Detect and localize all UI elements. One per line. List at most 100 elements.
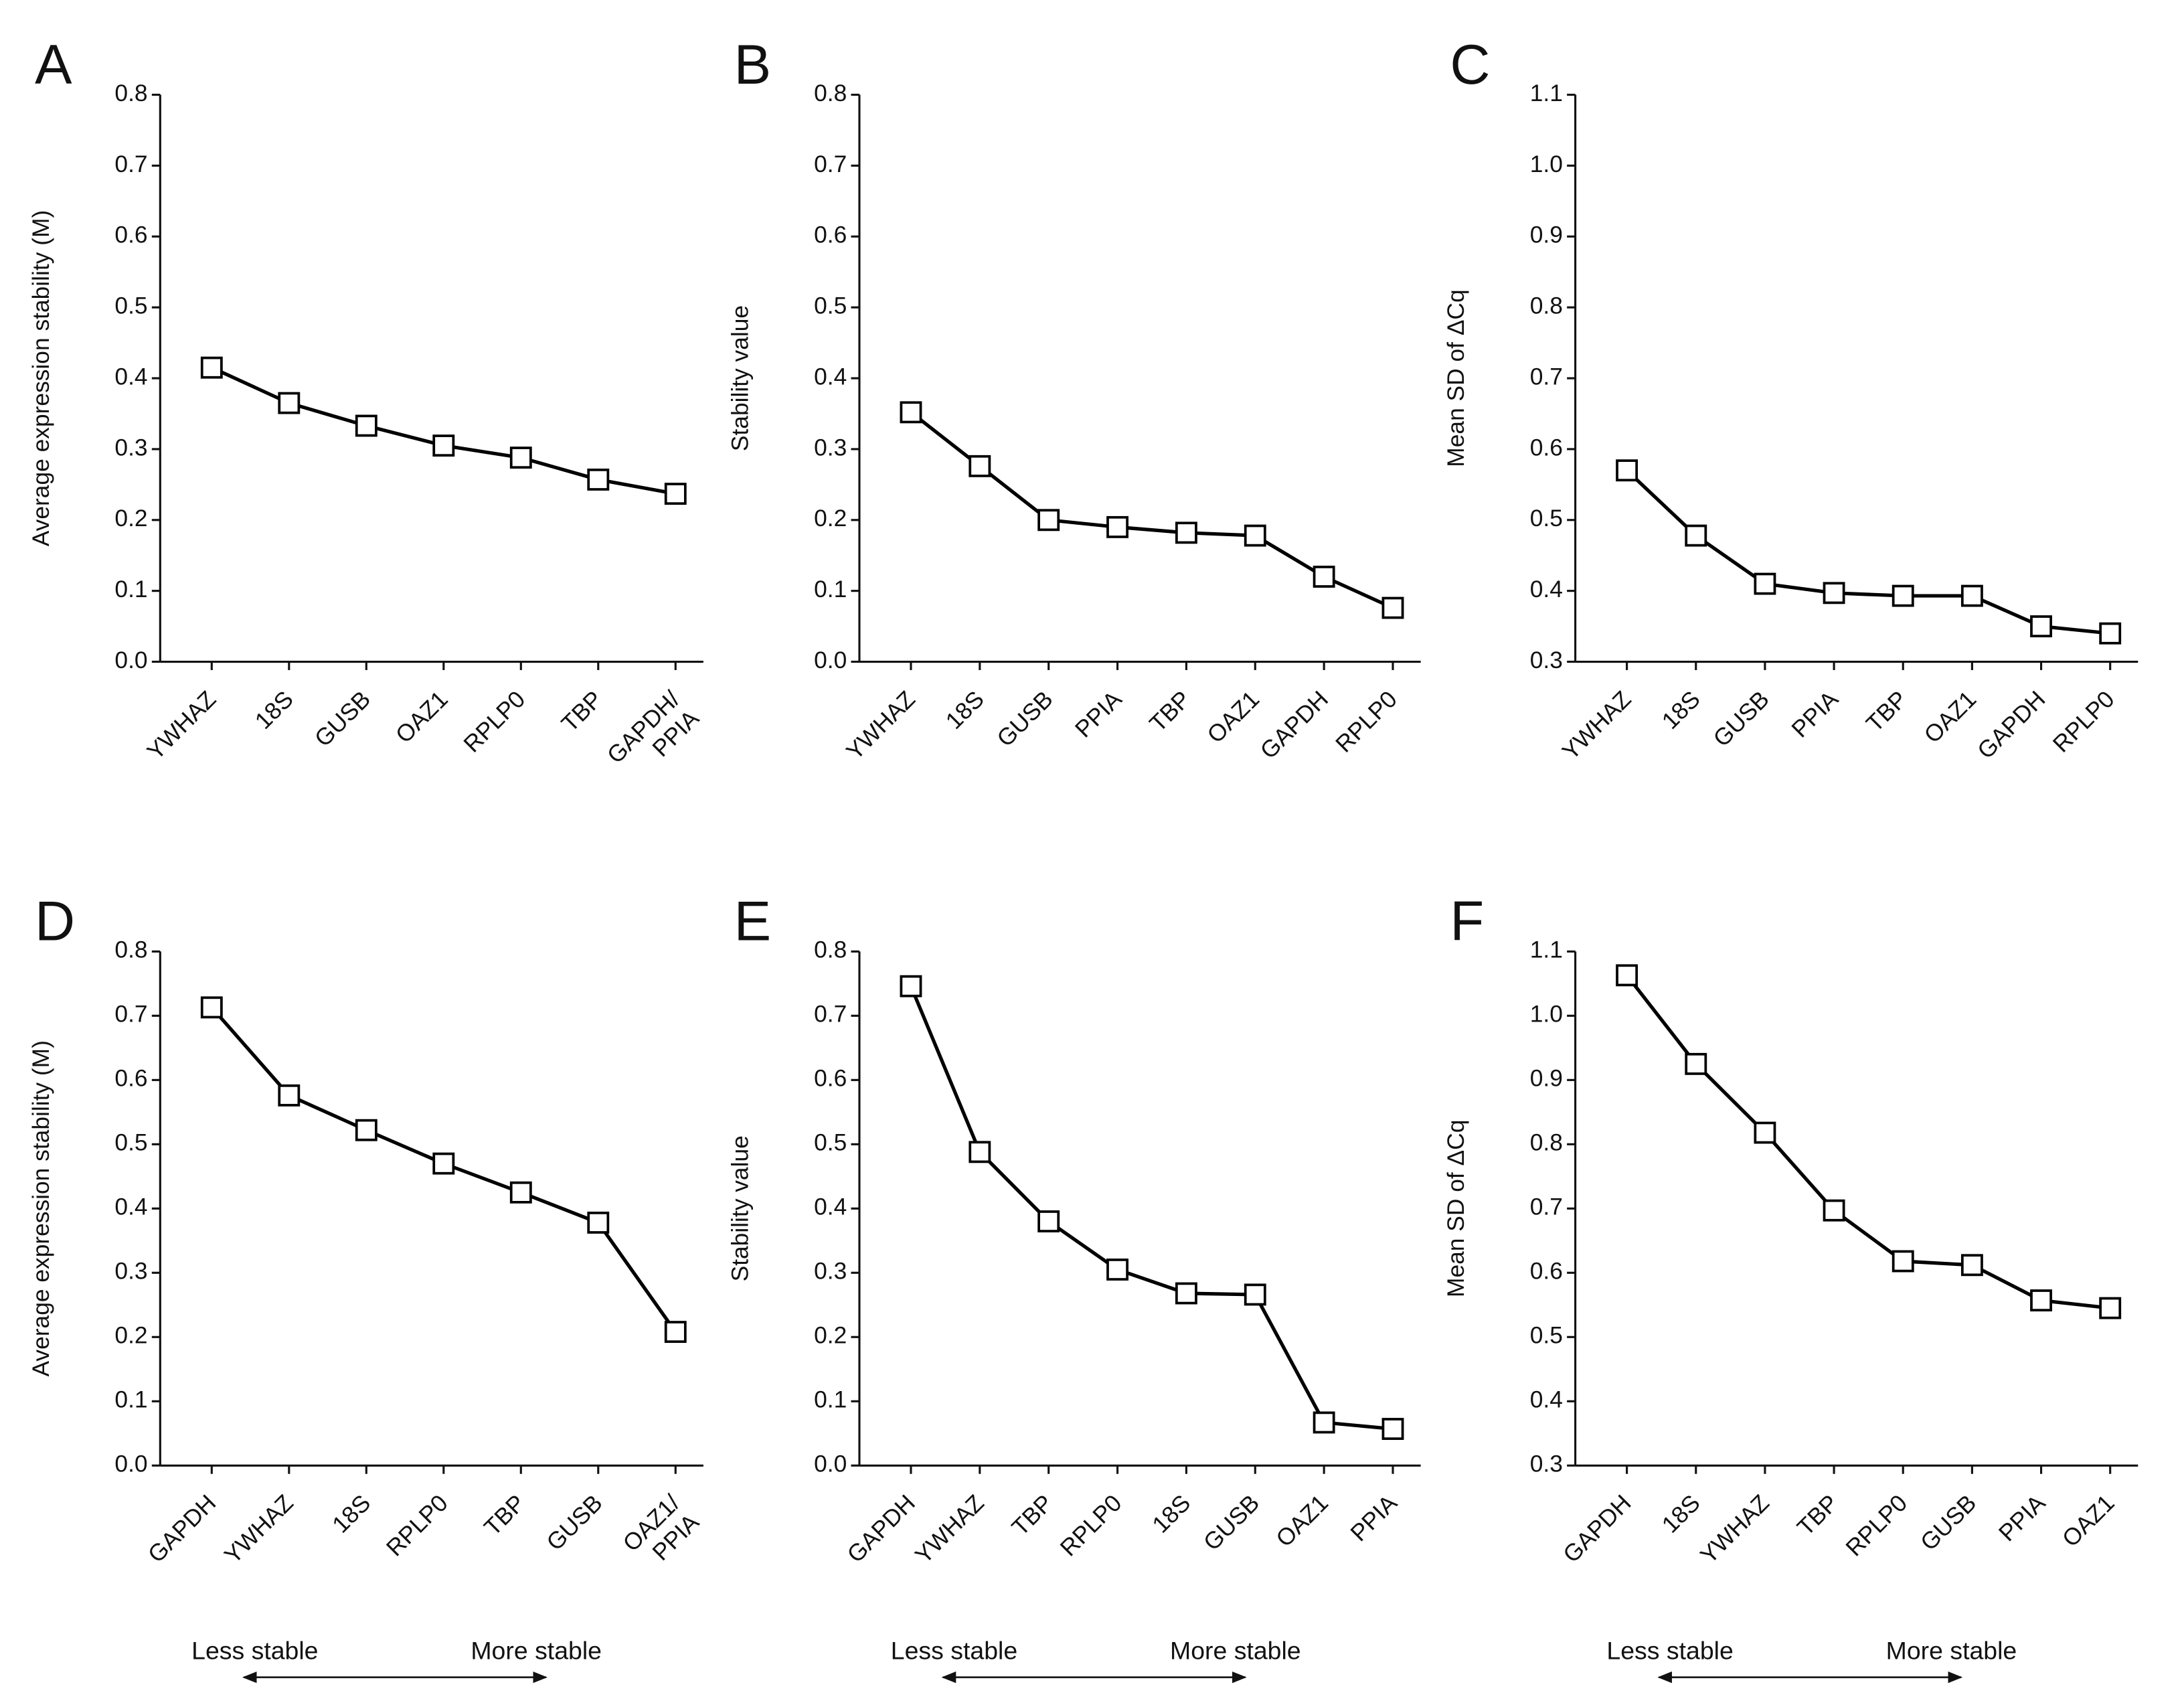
y-tick-label: 0.5 bbox=[114, 293, 147, 319]
y-tick-label: 0.5 bbox=[814, 1130, 847, 1156]
y-tick-label: 0.7 bbox=[1530, 363, 1563, 390]
data-marker bbox=[1244, 1283, 1266, 1306]
y-tick-label: 0.6 bbox=[1530, 1259, 1563, 1285]
data-marker bbox=[1892, 584, 1914, 607]
data-marker bbox=[1037, 509, 1060, 532]
data-marker bbox=[587, 1211, 610, 1234]
data-marker bbox=[900, 401, 922, 424]
y-tick-label: 0.2 bbox=[114, 505, 147, 532]
x-tick-label: TBP bbox=[1861, 686, 1912, 737]
x-tick-label: GAPDH bbox=[1972, 686, 2050, 764]
data-marker bbox=[2099, 1297, 2122, 1319]
y-tick-label: 0.9 bbox=[1530, 1066, 1563, 1092]
data-marker bbox=[509, 1181, 532, 1204]
panel: B 0.0 0.1 0.2 0.3 0.4 0.5 0.6 0.7 0.8 Stability va… bbox=[727, 33, 1421, 765]
data-marker bbox=[1037, 1210, 1060, 1232]
panel-label: D bbox=[35, 890, 75, 953]
data-marker bbox=[2030, 615, 2052, 638]
y-tick-label: 0.6 bbox=[814, 1066, 847, 1092]
data-marker bbox=[1381, 596, 1404, 619]
x-tick-label: GUSB bbox=[992, 686, 1058, 752]
x-tick-label: GAPDH/PPIA bbox=[602, 686, 705, 789]
x-tick-label: OAZ1 bbox=[2057, 1490, 2120, 1552]
data-marker bbox=[1823, 582, 1845, 604]
y-tick-label: 0.6 bbox=[114, 222, 147, 248]
annotation: Less stable bbox=[191, 1637, 318, 1665]
annotation: Less stable bbox=[1606, 1637, 1733, 1665]
panel: A 0.0 0.1 0.2 0.3 0.4 0.5 0.6 0.7 0.8 Average expr… bbox=[28, 33, 705, 789]
data-marker bbox=[1244, 524, 1266, 547]
x-tick-label: GAPDH bbox=[143, 1490, 221, 1568]
x-tick-label: GUSB bbox=[1199, 1490, 1264, 1556]
y-axis-label: Mean SD of ΔCq bbox=[1443, 1120, 1469, 1297]
x-tick-label: YWHAZ bbox=[220, 1490, 299, 1569]
y-tick-label: 0.8 bbox=[814, 80, 847, 106]
x-tick-label: RPLP0 bbox=[458, 686, 530, 758]
data-marker bbox=[2099, 622, 2122, 645]
panel: C 0.3 0.4 0.5 0.6 0.7 0.8 0.9 1.0 1.1 Mean SD of Δ… bbox=[1443, 33, 2138, 765]
y-tick-label: 0.4 bbox=[114, 1194, 147, 1220]
y-tick-label: 0.7 bbox=[814, 151, 847, 177]
x-tick-label: RPLP0 bbox=[2048, 686, 2120, 758]
x-tick-label: RPLP0 bbox=[382, 1490, 453, 1562]
y-tick-label: 1.0 bbox=[1530, 1001, 1563, 1028]
y-tick-label: 0.0 bbox=[114, 647, 147, 673]
data-marker bbox=[1313, 566, 1335, 588]
x-tick-label: PPIA bbox=[1070, 686, 1127, 743]
y-tick-label: 0.7 bbox=[1530, 1194, 1563, 1220]
data-marker bbox=[1754, 1121, 1776, 1144]
data-marker bbox=[278, 1084, 301, 1107]
y-tick-label: 0.5 bbox=[1530, 1323, 1563, 1349]
data-marker bbox=[1106, 1259, 1128, 1281]
data-marker bbox=[432, 434, 455, 457]
panel-label: F bbox=[1450, 890, 1484, 953]
x-tick-label: OAZ1 bbox=[391, 686, 453, 748]
data-marker bbox=[1106, 515, 1128, 538]
data-marker bbox=[432, 1152, 455, 1175]
data-line bbox=[1625, 974, 2110, 1310]
y-tick-label: 0.5 bbox=[114, 1130, 147, 1156]
x-tick-label: GUSB bbox=[541, 1490, 607, 1556]
x-tick-label: GAPDH bbox=[1256, 686, 1333, 764]
x-tick-label: 18S bbox=[1657, 686, 1705, 734]
data-marker bbox=[900, 975, 922, 997]
data-marker bbox=[1754, 572, 1776, 595]
data-marker bbox=[664, 483, 687, 505]
y-axis-label: Mean SD of ΔCq bbox=[1443, 289, 1469, 467]
data-marker bbox=[355, 414, 377, 437]
panel-label: C bbox=[1450, 33, 1490, 96]
y-tick-label: 0.8 bbox=[1530, 293, 1563, 319]
panel-label: E bbox=[734, 890, 772, 953]
y-tick-label: 0.6 bbox=[1530, 434, 1563, 461]
x-tick-label: TBP bbox=[1792, 1490, 1843, 1541]
x-tick-label: TBP bbox=[1145, 686, 1195, 737]
y-axis-label: Average expression stability (M) bbox=[28, 210, 54, 546]
panel-label: B bbox=[734, 33, 772, 96]
x-tick-label: GAPDH bbox=[842, 1490, 920, 1568]
data-marker bbox=[1175, 1282, 1197, 1305]
x-tick-label: 18S bbox=[941, 686, 989, 734]
y-tick-label: 0.8 bbox=[114, 937, 147, 963]
x-tick-label: PPIA bbox=[1787, 686, 1844, 743]
y-tick-label: 1.0 bbox=[1530, 151, 1563, 177]
y-tick-label: 0.1 bbox=[814, 576, 847, 602]
y-tick-label: 0.9 bbox=[1530, 222, 1563, 248]
data-marker bbox=[1960, 1254, 1983, 1277]
y-tick-label: 0.3 bbox=[1530, 647, 1563, 673]
data-marker bbox=[1616, 964, 1639, 987]
data-marker bbox=[1175, 521, 1197, 544]
y-tick-label: 0.4 bbox=[1530, 576, 1563, 602]
y-tick-label: 0.0 bbox=[814, 1451, 847, 1477]
y-tick-label: 0.2 bbox=[114, 1323, 147, 1349]
x-tick-label: OAZ1 bbox=[1202, 686, 1264, 748]
y-tick-label: 0.7 bbox=[114, 151, 147, 177]
x-tick-label: PPIA bbox=[1994, 1489, 2051, 1546]
x-tick-label: 18S bbox=[327, 1490, 375, 1538]
x-tick-label: 18S bbox=[250, 686, 299, 734]
x-tick-label: RPLP0 bbox=[1841, 1490, 1912, 1562]
x-tick-label: PPIA bbox=[1345, 1489, 1402, 1546]
x-tick-label: 18S bbox=[1147, 1490, 1195, 1538]
y-tick-label: 0.1 bbox=[814, 1387, 847, 1413]
data-marker bbox=[1381, 1418, 1404, 1440]
